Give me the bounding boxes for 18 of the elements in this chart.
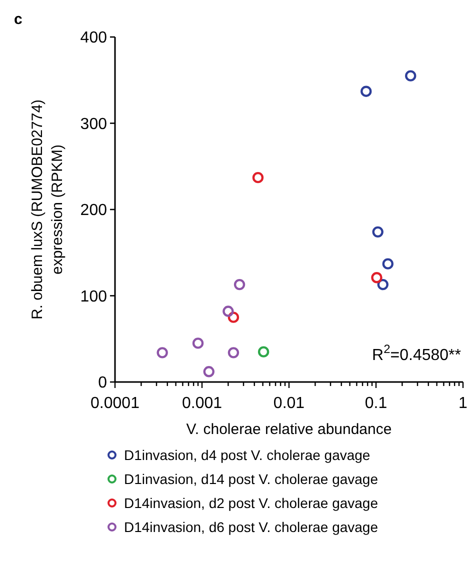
annotation: R$^{2}$=0.4580** xyxy=(372,342,461,364)
legend-label: D14invasion, d2 post V. cholerae gavage xyxy=(124,494,378,511)
x-tick-label: 0.01 xyxy=(273,395,305,412)
legend-label: D1invasion, d4 post V. cholerae gavage xyxy=(124,446,370,463)
y-tick-label: 200 xyxy=(80,202,108,220)
y-tick-label: 100 xyxy=(80,288,108,306)
x-tick-label: 1 xyxy=(458,395,468,412)
text: c xyxy=(14,11,22,28)
y-tick-label: 400 xyxy=(80,30,108,47)
legend-label: D1invasion, d14 post V. cholerae gavage xyxy=(124,470,378,487)
x-tick-label: 0.0001 xyxy=(90,395,140,412)
legend-label: D14invasion, d6 post V. cholerae gavage xyxy=(124,518,378,535)
y-tick-label: 0 xyxy=(98,374,108,392)
y-axis-title: R. obuem luxS (RUMOBE02774) expression (RPKM) xyxy=(29,99,66,320)
x-tick-label: 0.1 xyxy=(364,395,388,412)
x-tick-label: 0.001 xyxy=(182,395,222,412)
x-axis-title: V. cholerae relative abundance xyxy=(186,421,392,438)
y-tick-label: 300 xyxy=(80,116,108,133)
